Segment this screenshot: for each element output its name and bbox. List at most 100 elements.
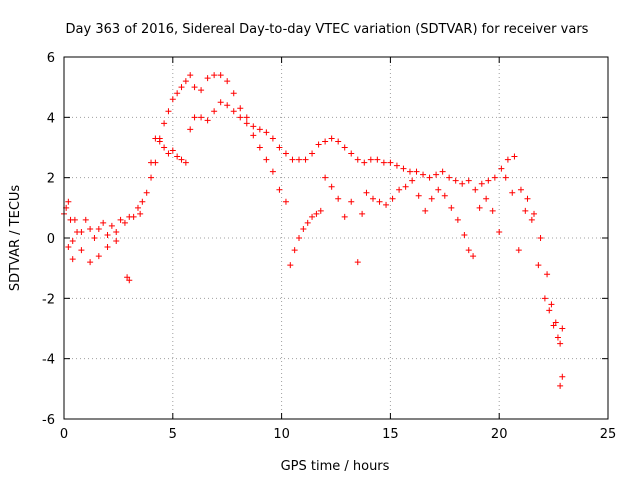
data-point — [108, 222, 115, 229]
data-point — [315, 141, 322, 148]
data-point — [178, 84, 185, 91]
data-point — [104, 231, 111, 238]
data-point — [413, 168, 420, 175]
y-tick-label: -2 — [42, 292, 55, 307]
data-point — [485, 177, 492, 184]
data-point — [121, 219, 128, 226]
data-point — [313, 210, 320, 217]
data-point — [156, 135, 163, 142]
data-point — [198, 87, 205, 94]
data-point — [230, 108, 237, 115]
data-point — [287, 262, 294, 269]
data-point — [389, 195, 396, 202]
data-point — [95, 225, 102, 232]
data-point — [435, 186, 442, 193]
data-point — [472, 186, 479, 193]
data-point — [65, 198, 72, 205]
data-point — [396, 186, 403, 193]
data-point — [376, 198, 383, 205]
data-point — [409, 177, 416, 184]
data-point — [117, 216, 124, 223]
data-point — [191, 84, 198, 91]
data-point — [515, 247, 522, 254]
data-point — [263, 129, 270, 136]
y-axis-label: SDTVAR / TECUs — [8, 185, 23, 292]
data-point — [237, 105, 244, 112]
data-point — [291, 247, 298, 254]
x-tick-label: 0 — [60, 427, 68, 442]
data-point — [406, 168, 413, 175]
data-point — [211, 72, 218, 79]
data-point — [528, 216, 535, 223]
data-point — [509, 189, 516, 196]
x-tick-label: 15 — [382, 427, 399, 442]
data-point — [502, 174, 509, 181]
data-point — [250, 132, 257, 139]
data-point — [348, 198, 355, 205]
data-point — [511, 153, 518, 160]
data-point — [552, 319, 559, 326]
data-point — [269, 168, 276, 175]
data-point — [335, 195, 342, 202]
data-point — [335, 138, 342, 145]
data-point — [439, 168, 446, 175]
data-point — [452, 177, 459, 184]
data-point — [322, 174, 329, 181]
data-point — [524, 195, 531, 202]
data-point — [328, 183, 335, 190]
data-point — [300, 225, 307, 232]
data-point — [87, 259, 94, 266]
data-point — [148, 174, 155, 181]
data-point — [554, 334, 561, 341]
data-point — [476, 204, 483, 211]
y-tick-label: 2 — [47, 172, 55, 187]
data-point — [124, 274, 131, 281]
x-tick-label: 5 — [169, 427, 177, 442]
data-point — [143, 189, 150, 196]
data-point — [269, 135, 276, 142]
data-point — [328, 135, 335, 142]
data-point — [367, 156, 374, 163]
data-point — [535, 262, 542, 269]
data-point — [426, 174, 433, 181]
data-point — [483, 195, 490, 202]
data-point — [374, 156, 381, 163]
x-tick-label: 10 — [273, 427, 290, 442]
series-group — [61, 72, 566, 380]
data-point — [100, 219, 107, 226]
data-point — [296, 235, 303, 241]
data-point — [282, 150, 289, 157]
data-point — [302, 156, 309, 163]
x-tick-labels: 0 5 10 15 20 25 — [60, 427, 616, 442]
data-point — [139, 198, 146, 205]
data-point — [217, 99, 224, 106]
data-point — [537, 235, 544, 241]
data-point — [363, 189, 370, 196]
data-point — [276, 144, 283, 151]
data-point — [178, 156, 185, 163]
data-point — [446, 174, 453, 181]
data-point — [317, 207, 324, 214]
data-point — [161, 144, 168, 151]
data-point — [550, 322, 557, 329]
data-point — [531, 210, 538, 217]
data-point — [491, 174, 498, 181]
data-point — [522, 207, 529, 214]
y-tick-label: 4 — [47, 111, 55, 126]
data-point — [161, 120, 168, 127]
data-point — [165, 150, 172, 157]
data-point — [250, 123, 257, 130]
data-point — [82, 216, 89, 223]
data-point — [461, 231, 468, 238]
data-point — [420, 171, 427, 178]
data-point — [322, 138, 329, 145]
data-point — [169, 96, 176, 103]
data-point — [174, 90, 181, 97]
data-point — [230, 90, 237, 97]
data-point — [465, 177, 472, 184]
data-point — [428, 195, 435, 202]
data-point — [544, 271, 551, 278]
data-point — [354, 156, 361, 163]
series-group — [65, 99, 566, 389]
